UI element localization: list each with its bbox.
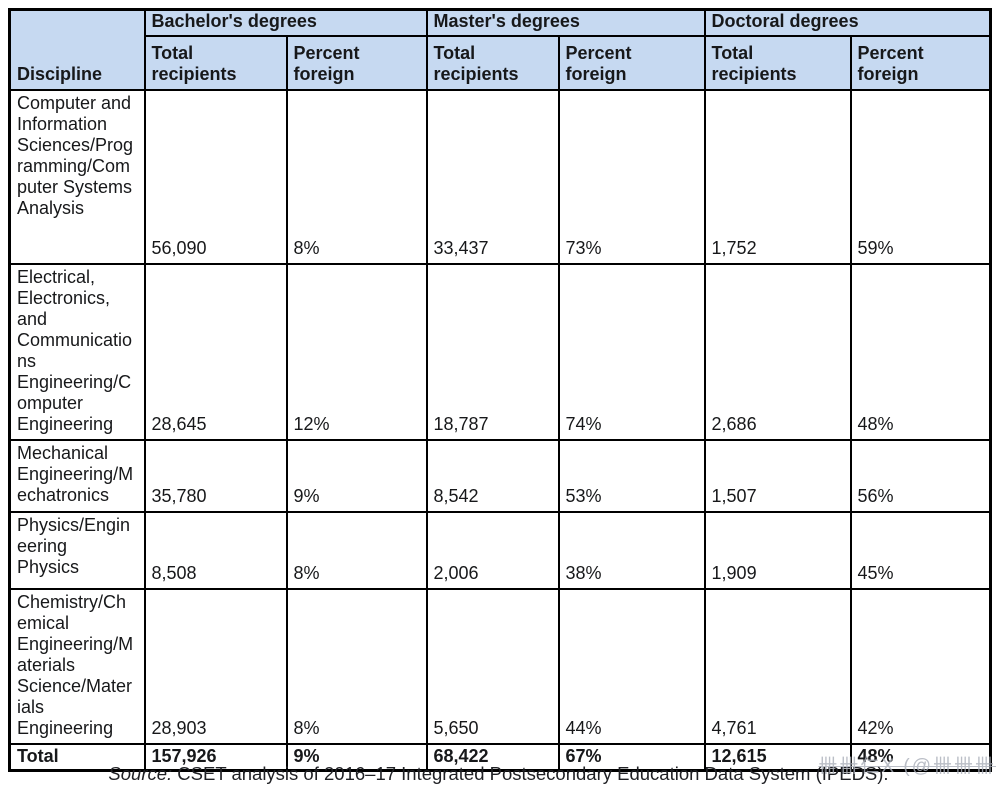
cell-bachelors-pct-foreign: 9% bbox=[285, 438, 428, 513]
cell-bachelors-total: 28,903 bbox=[143, 587, 288, 745]
cell-bachelors-total: 56,090 bbox=[143, 88, 288, 265]
degree-group-header-row: Discipline Bachelor's degrees Master's d… bbox=[8, 8, 992, 91]
table-row: Physics/Engineering Physics 8,508 8% 2,0… bbox=[8, 510, 992, 590]
sub-header-row: Total recipients Percent foreign Total r… bbox=[10, 34, 992, 91]
doctoral-total-recipients-header: Total recipients bbox=[703, 34, 852, 91]
bachelors-total-recipients-header: Total recipients bbox=[143, 34, 288, 91]
cell-doctoral-pct-foreign: 56% bbox=[849, 438, 992, 513]
cell-bachelors-pct-foreign: 8% bbox=[285, 510, 428, 590]
cell-doctoral-pct-foreign: 48% bbox=[849, 742, 992, 771]
source-note-prefix: Source: bbox=[108, 763, 173, 784]
cell-bachelors-total: 28,645 bbox=[143, 262, 288, 441]
discipline-column-header: Discipline bbox=[8, 8, 146, 91]
cell-masters-pct-foreign: 67% bbox=[557, 742, 706, 771]
cell-doctoral-total: 1,507 bbox=[703, 438, 852, 513]
cell-masters-total: 5,650 bbox=[425, 587, 560, 745]
bachelors-percent-foreign-header: Percent foreign bbox=[285, 34, 428, 91]
table-row: Electrical, Electronics, and Communicati… bbox=[8, 262, 992, 441]
sub-header-label: Percent foreign bbox=[565, 42, 632, 84]
cell-masters-total: 2,006 bbox=[425, 510, 560, 590]
cell-doctoral-pct-foreign: 59% bbox=[849, 88, 992, 265]
cell-bachelors-total: 157,926 bbox=[143, 742, 288, 771]
doctoral-percent-foreign-header: Percent foreign bbox=[849, 34, 992, 91]
cell-masters-pct-foreign: 74% bbox=[557, 262, 706, 441]
cell-doctoral-total: 12,615 bbox=[703, 742, 852, 771]
cell-bachelors-total: 35,780 bbox=[143, 438, 288, 513]
cell-masters-total: 8,542 bbox=[425, 438, 560, 513]
total-row: Total 157,926 9% 68,422 67% 12,615 48% bbox=[8, 742, 992, 771]
cell-masters-total: 68,422 bbox=[425, 742, 560, 771]
group-header-masters: Master's degrees bbox=[425, 8, 706, 37]
cell-discipline: Electrical, Electronics, and Communicati… bbox=[8, 262, 146, 441]
table-row: Mechanical Engineering/Mechatronics 35,7… bbox=[8, 438, 992, 513]
cell-total-label: Total bbox=[8, 742, 146, 771]
sub-header-label: Percent foreign bbox=[857, 42, 924, 84]
sub-header-label: Total recipients bbox=[151, 42, 237, 84]
masters-total-recipients-header: Total recipients bbox=[425, 34, 560, 91]
cell-doctoral-total: 2,686 bbox=[703, 262, 852, 441]
sub-header-label: Total recipients bbox=[433, 42, 519, 84]
cell-bachelors-pct-foreign: 12% bbox=[285, 262, 428, 441]
source-note: Source: CSET analysis of 2016–17 Integra… bbox=[8, 763, 989, 785]
cell-doctoral-total: 1,752 bbox=[703, 88, 852, 265]
masters-percent-foreign-header: Percent foreign bbox=[557, 34, 706, 91]
sub-header-label: Total recipients bbox=[711, 42, 797, 84]
source-note-body: CSET analysis of 2016–17 Integrated Post… bbox=[172, 763, 889, 784]
cell-doctoral-pct-foreign: 45% bbox=[849, 510, 992, 590]
cell-masters-pct-foreign: 44% bbox=[557, 587, 706, 745]
table-row: Computer and Information Sciences/Progra… bbox=[8, 88, 992, 265]
cell-discipline: Computer and Information Sciences/Progra… bbox=[8, 88, 146, 265]
cell-masters-total: 18,787 bbox=[425, 262, 560, 441]
cell-discipline: Mechanical Engineering/Mechatronics bbox=[8, 438, 146, 513]
cell-discipline: Chemistry/Chemical Engineering/Materials… bbox=[8, 587, 146, 745]
cell-bachelors-pct-foreign: 8% bbox=[285, 587, 428, 745]
cell-bachelors-total: 8,508 bbox=[143, 510, 288, 590]
degrees-by-discipline-table: Discipline Bachelor's degrees Master's d… bbox=[8, 8, 993, 772]
cell-bachelors-pct-foreign: 9% bbox=[285, 742, 428, 771]
cell-bachelors-pct-foreign: 8% bbox=[285, 88, 428, 265]
cell-masters-pct-foreign: 53% bbox=[557, 438, 706, 513]
cell-masters-pct-foreign: 38% bbox=[557, 510, 706, 590]
cell-discipline: Physics/Engineering Physics bbox=[8, 510, 146, 590]
group-header-bachelors: Bachelor's degrees bbox=[143, 8, 428, 37]
cell-doctoral-pct-foreign: 48% bbox=[849, 262, 992, 441]
cell-doctoral-pct-foreign: 42% bbox=[849, 587, 992, 745]
cell-doctoral-total: 1,909 bbox=[703, 510, 852, 590]
cell-masters-total: 33,437 bbox=[425, 88, 560, 265]
cell-doctoral-total: 4,761 bbox=[703, 587, 852, 745]
sub-header-label: Percent foreign bbox=[293, 42, 360, 84]
group-header-doctoral: Doctoral degrees bbox=[703, 8, 992, 37]
table-row: Chemistry/Chemical Engineering/Materials… bbox=[8, 587, 992, 745]
cell-masters-pct-foreign: 73% bbox=[557, 88, 706, 265]
